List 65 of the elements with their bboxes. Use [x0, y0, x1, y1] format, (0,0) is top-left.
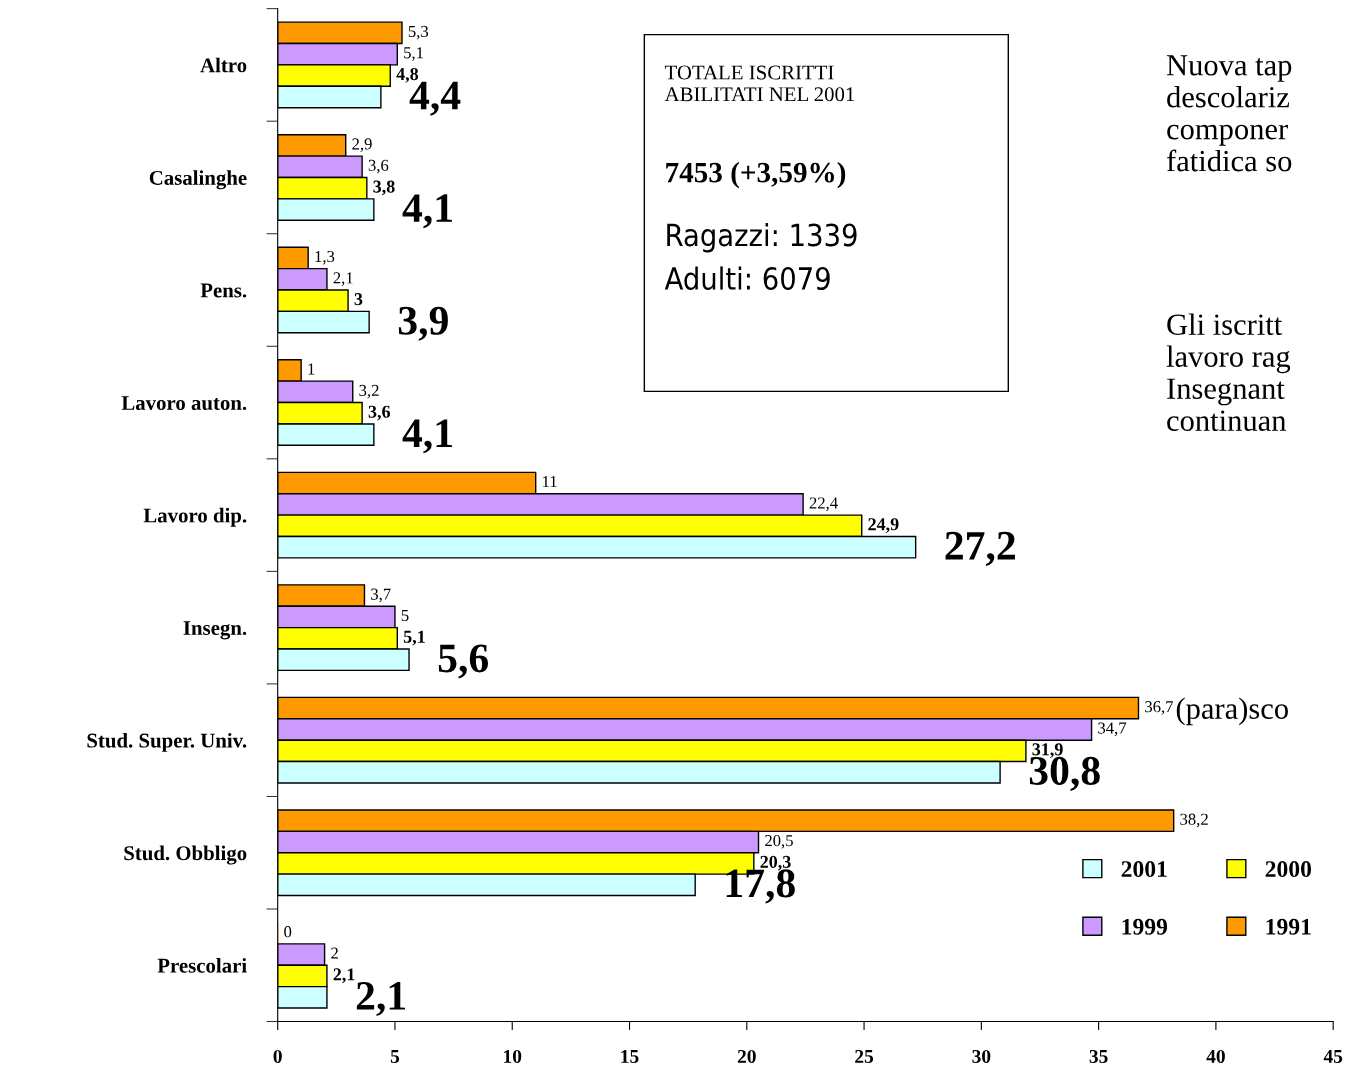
- y-tick-label: Stud. Obbligo: [124, 845, 247, 865]
- data-label: 17,8: [726, 869, 795, 904]
- data-label: 34,7: [1098, 722, 1127, 737]
- legend-label: 1999: [1122, 918, 1168, 935]
- annotation: Nuova tap descolariz componer fatidica so: [1166, 55, 1292, 172]
- data-label: 3,9: [398, 306, 448, 341]
- data-label: 5,1: [403, 630, 425, 646]
- annotation: 7453 (+3,59%): [666, 161, 846, 189]
- data-label: 4,8: [396, 67, 419, 83]
- y-tick-label: Stud. Super. Univ.: [87, 732, 247, 752]
- data-label: 30,8: [1029, 756, 1100, 791]
- x-tick-label: 5: [390, 1050, 400, 1064]
- annotation: Ragazzi: 1339 Adulti: 6079: [664, 222, 857, 291]
- y-tick-label: Pens.: [200, 283, 247, 298]
- x-tick-label: 25: [855, 1049, 874, 1064]
- x-tick-label: 10: [504, 1049, 522, 1064]
- data-label: 38,2: [1180, 813, 1208, 828]
- annotation: TOTALE ISCRITTI ABILITATI NEL 2001: [664, 65, 855, 102]
- x-tick-label: 45: [1323, 1050, 1343, 1064]
- data-label: 3,8: [373, 180, 395, 196]
- data-label: 2,1: [333, 968, 355, 984]
- data-label: 20,5: [765, 834, 793, 849]
- data-label: 0: [284, 926, 292, 938]
- x-tick-label: 30: [972, 1049, 991, 1064]
- data-label: 1: [308, 363, 315, 375]
- legend-label: 2000: [1265, 861, 1312, 878]
- data-label: 3,6: [368, 159, 389, 174]
- data-label: 5,6: [438, 644, 489, 679]
- data-label: 20,3: [760, 855, 791, 871]
- data-label: 24,9: [868, 518, 899, 533]
- x-tick-label: 20: [737, 1049, 756, 1064]
- data-label: 3,2: [359, 384, 379, 399]
- y-tick-label: Altro: [200, 57, 247, 73]
- data-label: 36,7: [1145, 701, 1174, 715]
- data-label: 22,4: [809, 497, 838, 511]
- x-tick-label: 0: [273, 1049, 282, 1064]
- y-tick-label: Prescolari: [157, 958, 247, 973]
- data-label: 2,1: [333, 272, 353, 286]
- legend-label: 1991: [1266, 918, 1311, 935]
- x-tick-label: 35: [1089, 1049, 1108, 1064]
- data-label: 27,2: [945, 531, 1015, 566]
- y-tick-label: Lavoro dip.: [143, 507, 247, 527]
- x-tick-label: 15: [621, 1049, 639, 1064]
- data-label: 31,9: [1032, 743, 1063, 759]
- y-tick-label: Lavoro auton.: [121, 396, 247, 411]
- x-tick-label: 40: [1206, 1049, 1225, 1064]
- data-label: 2,9: [352, 138, 372, 152]
- data-label: 1,3: [315, 250, 335, 265]
- legend-label: 2001: [1121, 861, 1167, 878]
- data-label: 2: [331, 947, 338, 959]
- data-label: 2,1: [356, 982, 406, 1017]
- data-label: 4,1: [402, 194, 452, 229]
- y-tick-label: Insegn.: [183, 621, 247, 640]
- y-tick-label: Casalinghe: [149, 170, 247, 190]
- data-label: 4,1: [402, 419, 452, 454]
- data-label: 5: [401, 610, 409, 622]
- annotation: Gli iscritt lavoro rag Insegnant continuan: [1166, 313, 1291, 432]
- data-label: 3,7: [371, 588, 391, 603]
- annotation: (para)sco: [1176, 697, 1288, 726]
- data-label: 11: [543, 476, 557, 488]
- data-label: 3,6: [368, 405, 391, 421]
- data-label: 4,4: [409, 81, 461, 116]
- data-label: 5,3: [408, 25, 429, 40]
- data-label: 5,1: [404, 47, 424, 61]
- data-label: 3: [354, 293, 363, 306]
